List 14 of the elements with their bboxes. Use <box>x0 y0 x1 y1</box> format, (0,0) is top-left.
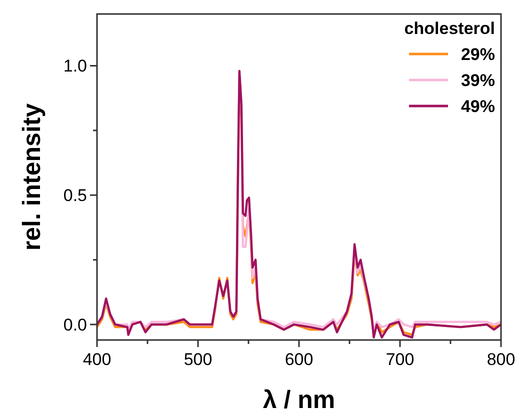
x-tick-label: 700 <box>386 350 414 369</box>
y-tick-label: 0.5 <box>63 186 87 206</box>
legend-title: cholesterol <box>404 19 495 38</box>
legend-label: 49% <box>460 97 495 116</box>
y-axis-title: rel. intensity <box>18 103 46 251</box>
x-tick-label: 400 <box>82 350 112 369</box>
x-tick-label: 600 <box>284 350 314 369</box>
y-tick-label: 0.0 <box>63 315 87 334</box>
y-tick-label: 1.0 <box>63 56 87 76</box>
x-axis-title: λ / nm <box>262 386 336 412</box>
x-tick-label: 800 <box>486 350 516 369</box>
x-tick-label: 500 <box>184 350 212 369</box>
legend-label: 39% <box>460 71 495 90</box>
legend-label: 29% <box>460 45 495 64</box>
